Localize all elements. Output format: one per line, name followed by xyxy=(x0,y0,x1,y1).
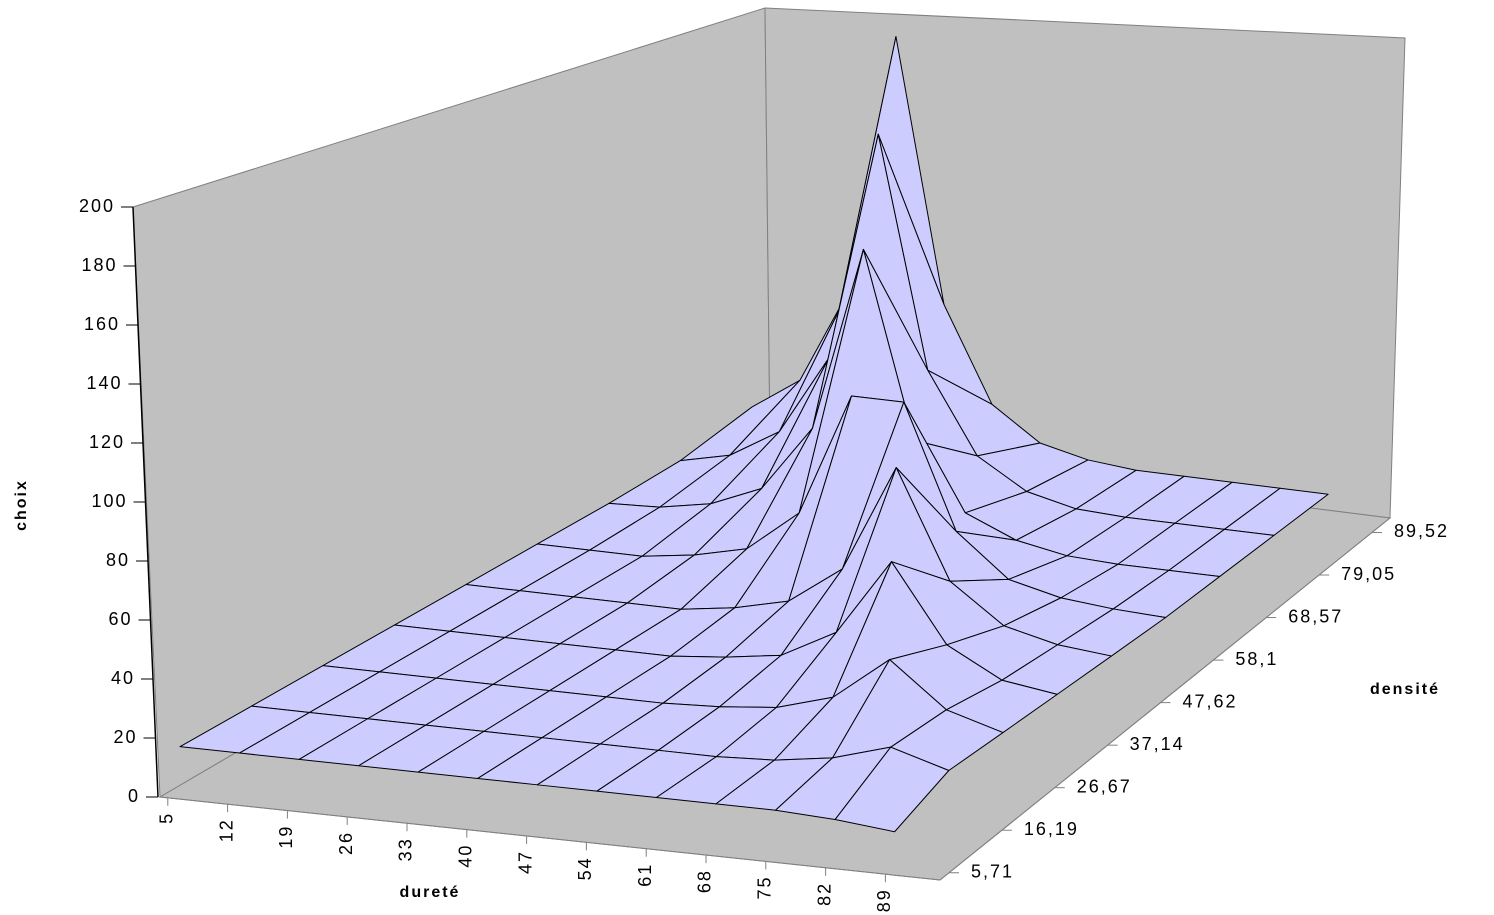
y-axis-label: densité xyxy=(1370,681,1440,698)
x-tick-label: 26 xyxy=(336,831,356,855)
x-tick-label: 82 xyxy=(814,882,834,906)
z-tick-label: 200 xyxy=(79,196,115,216)
x-tick-label: 47 xyxy=(515,850,535,874)
x-tick-label: 68 xyxy=(695,869,715,893)
z-tick-label: 100 xyxy=(91,491,127,511)
x-tick-label: 54 xyxy=(575,856,595,880)
z-tick-label: 160 xyxy=(84,314,120,334)
y-tick-label: 89,52 xyxy=(1394,521,1449,541)
x-tick-label: 40 xyxy=(456,844,476,868)
z-axis-label: choix xyxy=(13,479,30,531)
x-tick-label: 12 xyxy=(216,818,236,842)
y-tick-label: 79,05 xyxy=(1341,564,1396,584)
surface-patch xyxy=(834,746,950,833)
z-tick-label: 180 xyxy=(81,255,117,275)
x-axis xyxy=(159,796,941,881)
y-tick-label: 68,57 xyxy=(1288,606,1343,626)
y-tick-label: 47,62 xyxy=(1183,691,1238,711)
z-tick-label: 40 xyxy=(111,668,135,688)
z-tick-label: 120 xyxy=(89,432,125,452)
y-tick-label: 5,71 xyxy=(971,862,1014,882)
z-tick-label: 60 xyxy=(108,609,132,629)
y-tick-label: 37,14 xyxy=(1130,734,1185,754)
z-tick-label: 140 xyxy=(86,373,122,393)
x-tick-label: 89 xyxy=(874,888,894,912)
z-tick-label: 80 xyxy=(106,550,130,570)
x-tick-label: 19 xyxy=(276,825,296,849)
x-tick-label: 61 xyxy=(635,863,655,887)
y-axis xyxy=(939,517,1391,881)
x-tick-label: 33 xyxy=(396,837,416,861)
x-tick-label: 5 xyxy=(157,812,177,824)
y-tick-label: 16,19 xyxy=(1024,819,1079,839)
y-tick-label: 58,1 xyxy=(1235,649,1278,669)
x-tick-label: 75 xyxy=(755,875,775,899)
z-tick-label: 20 xyxy=(113,727,137,747)
x-axis-label: dureté xyxy=(400,884,461,901)
z-tick-label: 0 xyxy=(128,786,140,806)
y-tick-label: 26,67 xyxy=(1077,776,1132,796)
